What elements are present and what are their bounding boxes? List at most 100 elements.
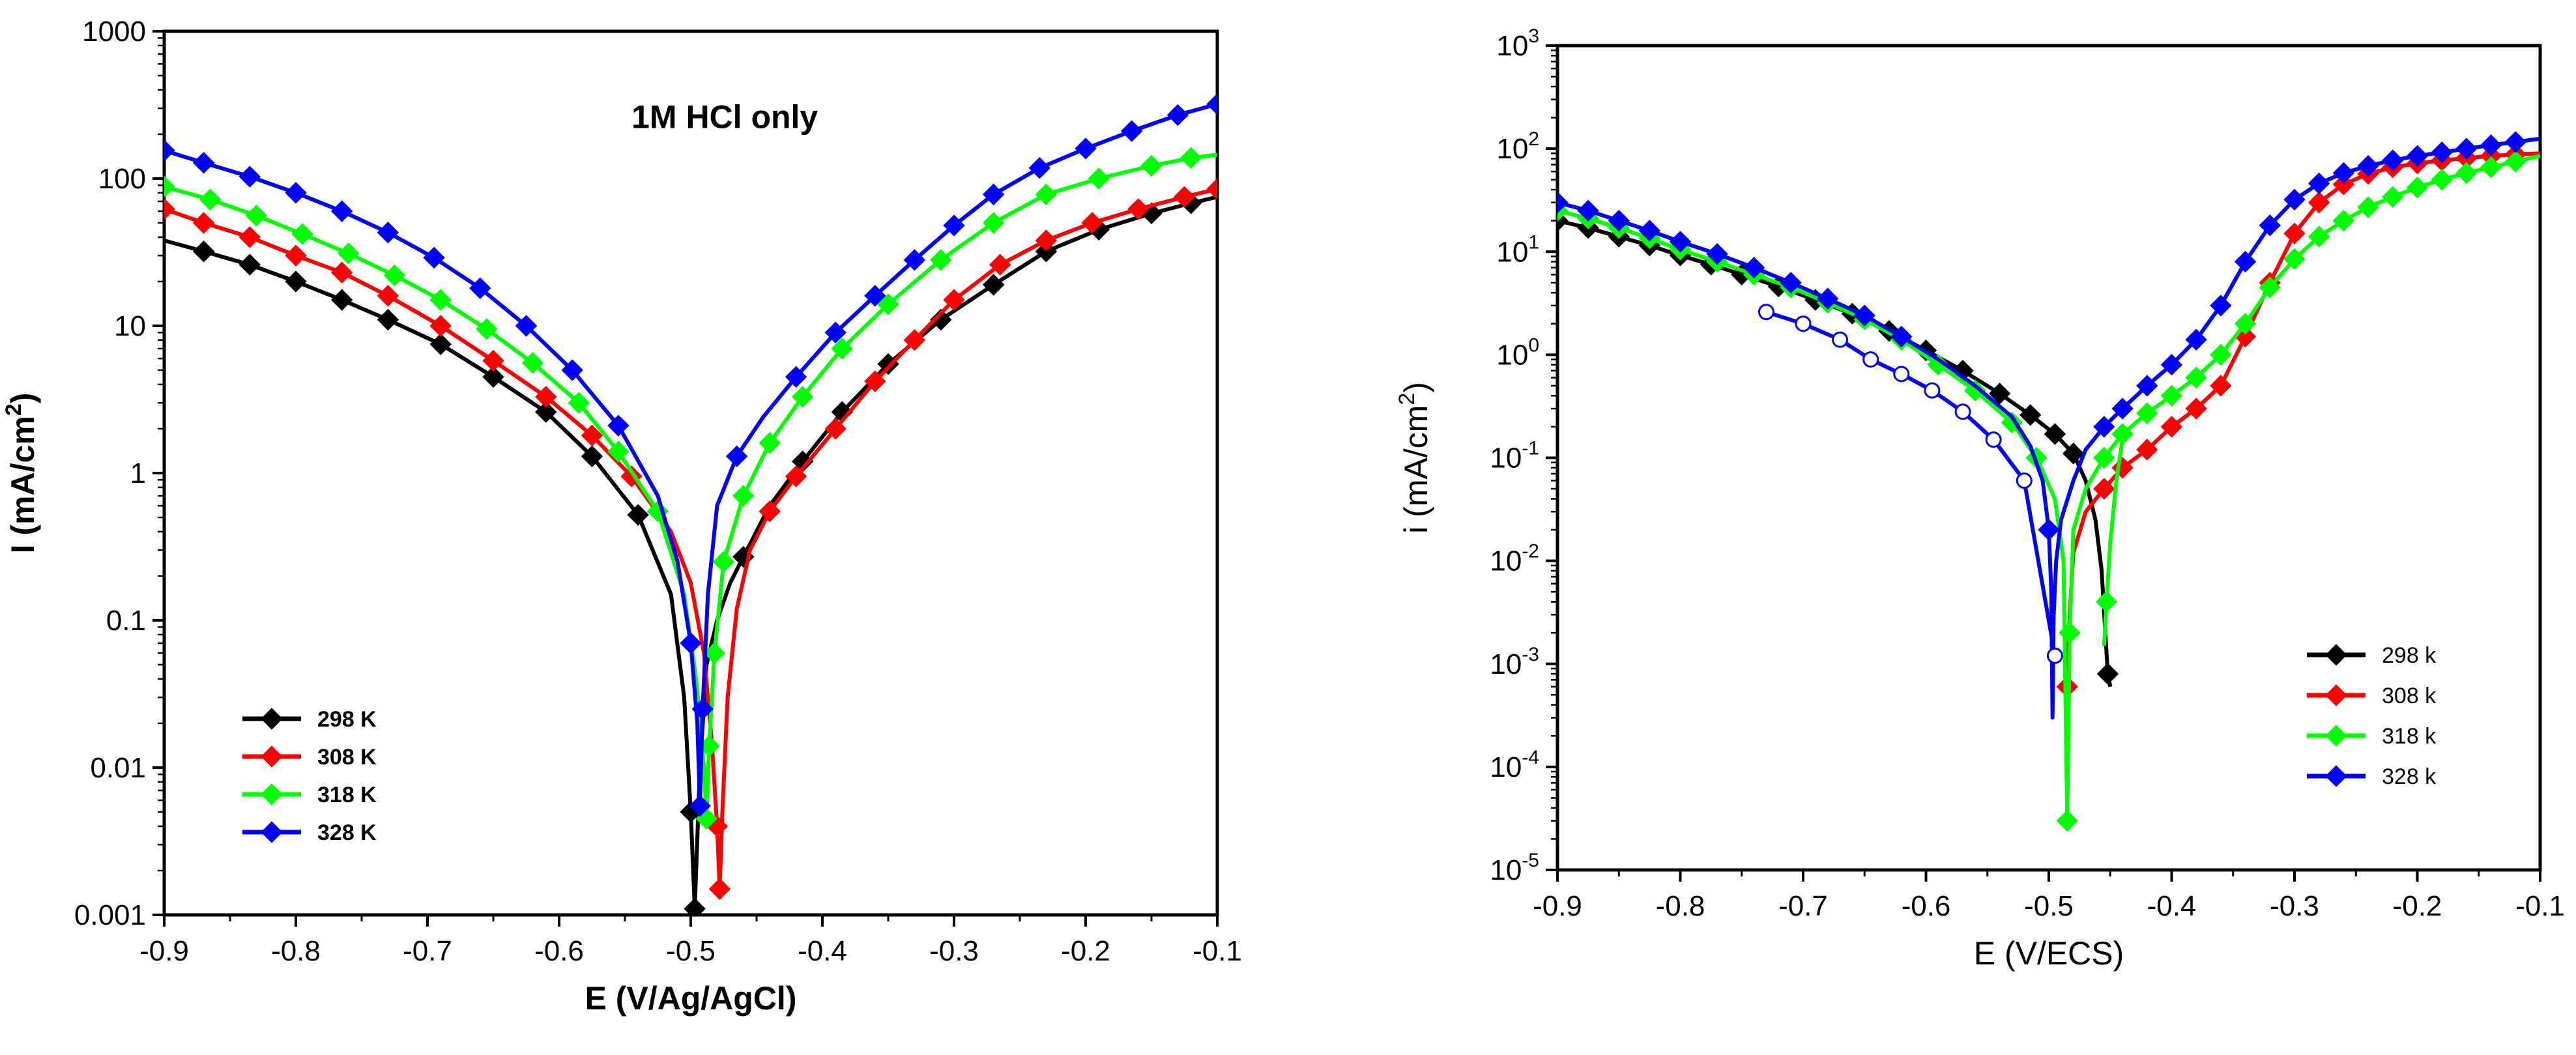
left-legend: 298 K 308 K 318 K 328 K: [242, 707, 377, 845]
right-series-marker: [2308, 172, 2330, 195]
left-series-marker: [164, 139, 175, 162]
right-legend-marker: [2325, 725, 2347, 747]
left-y-axis-title: I (mA/cm2): [1, 393, 41, 554]
left-y-tick-label: 0.001: [74, 899, 146, 931]
right-series-marker: [1780, 272, 1802, 294]
left-series-marker: [1206, 178, 1217, 200]
left-x-tick-label: -0.6: [534, 935, 584, 967]
left-series-marker: [930, 249, 952, 271]
right-series-marker: [1706, 243, 1728, 265]
right-series-marker: [1638, 220, 1661, 242]
right-series-marker: [1927, 353, 1950, 376]
left-y-tick-label: 1: [130, 457, 146, 489]
left-series-marker: [285, 270, 307, 293]
left-series-marker: [703, 642, 726, 664]
left-series-marker: [482, 366, 504, 388]
left-series-marker: [192, 212, 215, 234]
right-series-marker: [2431, 169, 2453, 191]
right-series-marker: [2093, 416, 2115, 438]
right-series-marker: [2283, 222, 2306, 245]
right-series-marker: [2044, 423, 2066, 445]
left-series-marker: [982, 274, 1005, 296]
left-y-tick-label: 100: [98, 163, 146, 195]
right-series-marker: [2234, 313, 2257, 335]
right-series-marker: [1862, 351, 1879, 368]
left-series-marker: [864, 370, 886, 392]
left-series-marker: [989, 253, 1011, 276]
left-series-marker: [1173, 186, 1196, 208]
left-legend-label: 318 K: [317, 783, 377, 807]
right-series-marker: [1853, 304, 1875, 326]
left-series-marker: [429, 289, 452, 311]
left-x-tick-label: -0.5: [666, 935, 716, 967]
right-series-marker: [2259, 276, 2281, 298]
left-series-marker: [824, 418, 847, 440]
right-legend-label: 328 k: [2382, 764, 2437, 789]
right-series-marker: [2480, 156, 2502, 179]
left-series-marker: [199, 188, 222, 210]
left-series-marker: [429, 315, 452, 337]
left-series-marker: [930, 308, 952, 331]
right-legend-marker: [2325, 765, 2347, 787]
right-x-tick-label: -0.1: [2515, 890, 2565, 922]
left-series-marker: [903, 329, 926, 351]
right-series-marker: [2062, 442, 2085, 465]
right-series-marker: [2210, 343, 2232, 366]
left-legend-label: 328 K: [317, 820, 377, 845]
left-series-line-3: [164, 102, 1217, 808]
right-series-marker: [1669, 231, 1692, 253]
left-x-tick-label: -0.4: [798, 935, 847, 967]
left-series-marker: [1035, 240, 1058, 263]
left-series-marker: [164, 175, 175, 198]
left-series-marker: [423, 246, 445, 269]
left-series-marker: [680, 632, 702, 654]
right-y-axis-title: i (mA/cm2): [1395, 382, 1434, 534]
left-series-marker: [1120, 120, 1143, 142]
right-y-tick-label: 10-1: [1490, 438, 1539, 474]
left-series-marker: [877, 293, 899, 315]
right-series-marker: [2455, 162, 2478, 184]
right-x-tick-label: -0.5: [2024, 890, 2074, 922]
left-series-marker: [164, 198, 175, 220]
right-series-marker: [2357, 196, 2379, 218]
left-x-tick-label: -0.9: [139, 935, 189, 967]
right-series-marker: [1890, 325, 1913, 348]
left-chart-panel: -0.9 -0.8 -0.7 -0.6 -0.5 -0.4 -0.3 -0.2 -0.1 0.00…: [1, 16, 1242, 1017]
right-series-marker: [2308, 225, 2330, 248]
left-series-marker: [330, 289, 353, 311]
right-series-marker: [2406, 176, 2429, 199]
left-series-marker: [377, 285, 399, 307]
left-series-marker: [1088, 167, 1110, 190]
left-series-marker: [725, 445, 748, 467]
left-y-tick-label: 1000: [82, 16, 146, 48]
left-series-marker: [1081, 212, 1103, 234]
left-annotation: 1M HCl only: [631, 99, 818, 136]
left-series-marker: [515, 315, 538, 337]
right-series-marker: [1577, 199, 1599, 222]
left-series-marker: [291, 223, 313, 245]
right-x-tick-label: -0.7: [1778, 890, 1828, 922]
left-series-marker: [712, 551, 735, 573]
left-series-marker: [1166, 104, 1189, 126]
left-series-marker: [824, 321, 847, 344]
left-series-marker: [607, 441, 630, 463]
right-series-marker: [2136, 402, 2158, 424]
right-x-tick-label: -0.9: [1533, 890, 1582, 922]
right-series-marker: [2056, 809, 2078, 832]
right-y-tick-label: 100: [1496, 334, 1539, 371]
right-series-line-5: [1765, 310, 2057, 656]
right-y-tick-label: 102: [1496, 128, 1539, 165]
right-legend-label: 318 k: [2382, 724, 2437, 749]
left-series-marker: [535, 386, 557, 408]
right-legend-label: 308 k: [2382, 684, 2437, 708]
right-series-marker: [2185, 397, 2207, 420]
right-legend-marker: [2325, 644, 2347, 666]
left-legend-label: 308 K: [317, 745, 377, 770]
left-series-marker: [581, 424, 603, 447]
right-series-marker: [2160, 384, 2183, 407]
right-y-tick-label: 103: [1496, 25, 1539, 62]
left-x-tick-label: -0.2: [1061, 935, 1110, 967]
left-series-marker: [330, 261, 353, 283]
right-series-marker: [2093, 478, 2115, 500]
right-series-marker: [2210, 295, 2232, 317]
